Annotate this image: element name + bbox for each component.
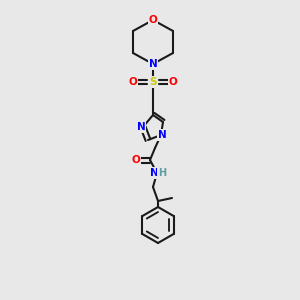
Text: N: N [136, 122, 146, 132]
Text: N: N [158, 130, 166, 140]
Text: N: N [150, 168, 158, 178]
Text: O: O [169, 77, 177, 87]
Text: O: O [132, 155, 140, 165]
Text: O: O [129, 77, 137, 87]
Text: H: H [158, 168, 166, 178]
Text: S: S [149, 77, 157, 87]
Text: N: N [148, 59, 158, 69]
Text: O: O [148, 15, 158, 25]
